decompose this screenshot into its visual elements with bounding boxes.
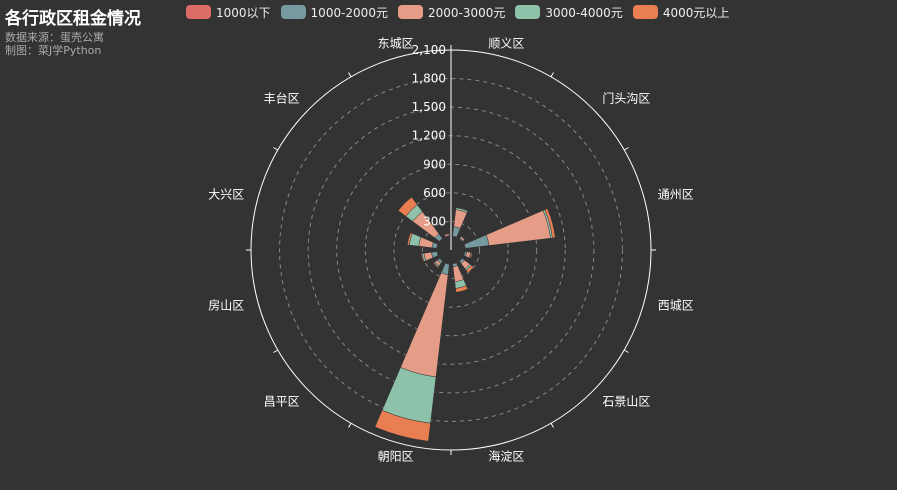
angle-tick [273, 147, 279, 151]
angle-tick [348, 422, 352, 428]
angle-tick [623, 147, 629, 151]
bar-segment[interactable] [400, 272, 449, 378]
category-label: 丰台区 [264, 91, 300, 106]
category-label: 门头沟区 [602, 91, 650, 106]
bar-segment[interactable] [453, 209, 468, 229]
bar-segment[interactable] [418, 236, 434, 249]
bar-segment[interactable] [452, 226, 461, 238]
legend-label: 2000-3000元 [427, 5, 506, 20]
bar-segment[interactable] [443, 232, 450, 235]
legend-swatch [632, 5, 658, 19]
bar-segment[interactable] [455, 206, 469, 212]
legend-swatch [397, 5, 423, 19]
category-label: 东城区 [378, 36, 414, 50]
angle-tick [348, 72, 352, 78]
bar-segment[interactable] [465, 264, 475, 274]
bar-segment[interactable] [463, 234, 490, 249]
legend-label: 1000-2000元 [310, 5, 388, 20]
legend-item[interactable]: 4000元以上 [632, 4, 730, 21]
category-label: 顺义区 [488, 36, 524, 50]
bar-segment[interactable] [407, 232, 413, 246]
radius-tick-label: 1,800 [412, 72, 446, 86]
category-label: 房山区 [208, 297, 244, 312]
angle-tick [550, 72, 554, 78]
chart-title: 各行政区租金情况 [5, 9, 141, 29]
angle-tick [273, 349, 279, 353]
bar-segment[interactable] [455, 285, 469, 293]
category-label: 西城区 [658, 298, 694, 312]
radius-tick-label: 600 [423, 186, 446, 200]
category-label: 大兴区 [208, 188, 244, 202]
radius-tick-label: 1,200 [412, 129, 446, 143]
bar-segment[interactable] [469, 252, 473, 259]
grid-circle [279, 78, 623, 422]
category-label: 海淀区 [488, 449, 524, 464]
legend-item[interactable]: 1000-2000元 [280, 4, 388, 21]
legend-label: 1000以下 [216, 5, 271, 20]
grid-circle [421, 220, 481, 280]
legend-item[interactable]: 2000-3000元 [397, 4, 506, 21]
bars [374, 196, 556, 442]
category-label: 昌平区 [264, 394, 300, 408]
legend: 1000以下 1000-2000元 2000-3000元 3000-4000元 4000… [186, 4, 729, 20]
category-label: 通州区 [658, 188, 694, 202]
bar-segment[interactable] [461, 235, 466, 240]
legend-label: 3000-4000元 [545, 5, 623, 20]
chart-subtitle: 数据来源：蛋壳公寓 制图：菜J学Python [5, 31, 104, 57]
bar-segment[interactable] [397, 196, 418, 217]
angle-tick [623, 349, 629, 353]
category-label: 朝阳区 [378, 450, 414, 464]
bar-segment[interactable] [432, 262, 439, 269]
bar-segment[interactable] [485, 210, 551, 246]
bar-segment[interactable] [440, 262, 450, 276]
legend-label: 4000元以上 [662, 5, 730, 20]
legend-swatch [186, 5, 211, 19]
legend-item[interactable]: 1000以下 [186, 4, 271, 21]
bar-segment[interactable] [374, 409, 431, 442]
legend-item[interactable]: 3000-4000元 [515, 4, 623, 21]
bar-segment[interactable] [420, 253, 425, 263]
bar-segment[interactable] [544, 208, 556, 239]
radius-tick-label: 300 [423, 214, 446, 228]
legend-swatch [280, 5, 306, 19]
axes: 300 600 900 1,200 1,500 1,800 2,100 顺义区门头沟区通州区西… [208, 36, 693, 463]
category-label: 石景山区 [602, 394, 650, 408]
bar-segment[interactable] [452, 265, 464, 283]
radius-tick-label: 1,500 [412, 100, 446, 114]
radius-tick-label: 900 [423, 157, 446, 171]
grid-circle [393, 192, 509, 308]
legend-swatch [515, 5, 541, 19]
radius-tick-label: 2,100 [412, 43, 446, 57]
angle-tick [550, 422, 554, 428]
